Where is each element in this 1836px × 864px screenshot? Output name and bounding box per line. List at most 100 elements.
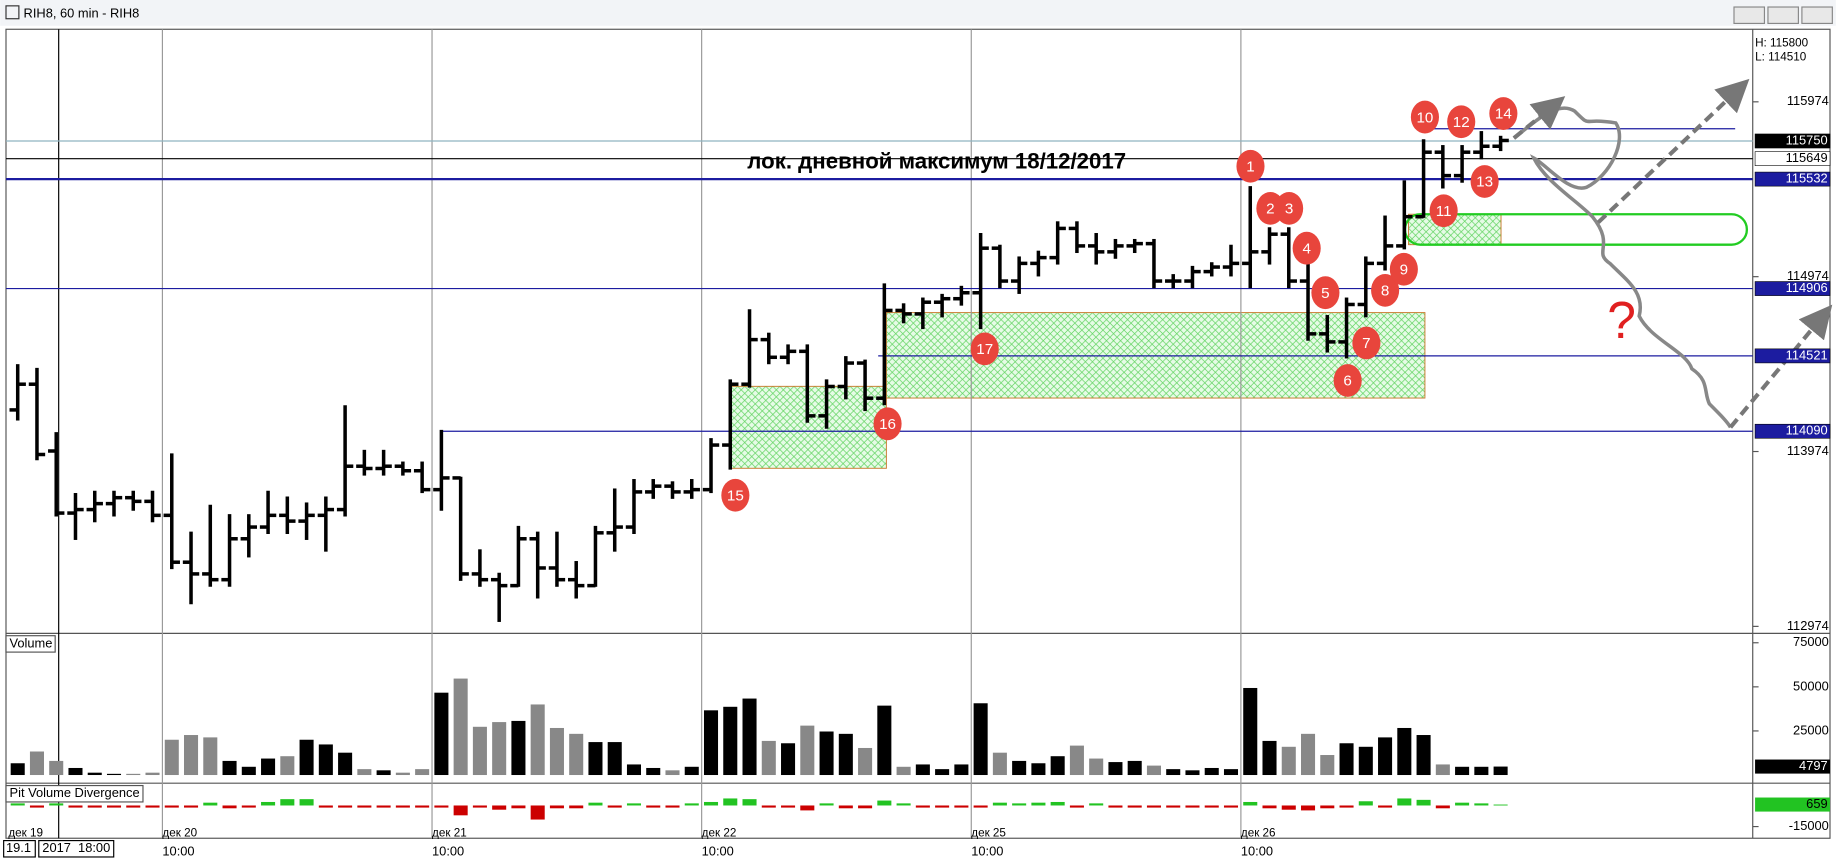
volume-bar	[1166, 769, 1181, 776]
divergence-bar	[1378, 805, 1393, 808]
divergence-bar	[106, 805, 122, 808]
price-layer	[6, 29, 1753, 839]
divergence-bar	[1166, 805, 1181, 808]
y-tick-label: 75000	[1793, 634, 1829, 649]
divergence-bar	[973, 805, 988, 808]
divergence-bar	[781, 805, 796, 808]
divergence-bar	[1127, 805, 1142, 808]
volume-bar	[1089, 758, 1104, 776]
marker-circle	[1371, 273, 1400, 307]
volume-bar	[877, 705, 892, 776]
volume-bar	[1108, 762, 1123, 776]
divergence-bar	[1243, 801, 1258, 806]
marker-label: 7	[1362, 335, 1370, 352]
divergence-bar	[684, 803, 699, 806]
marker-label: 15	[727, 487, 744, 504]
volume-bar	[68, 767, 83, 776]
divergence-bar	[607, 805, 622, 808]
volume-bar	[1474, 766, 1489, 776]
divergence-bar	[935, 805, 950, 808]
divergence-bar	[126, 805, 141, 808]
volume-bar	[472, 726, 487, 776]
last-value-label: 4797	[1799, 758, 1828, 773]
volume-bar	[126, 773, 141, 776]
level-label: 115532	[1786, 171, 1828, 186]
volume-bar	[1050, 756, 1065, 776]
divergence-bar	[203, 802, 218, 806]
volume-bar	[1455, 766, 1470, 776]
x-date-label: дек 25	[971, 827, 1006, 840]
divergence-bar	[222, 805, 237, 809]
close-button[interactable]	[1801, 6, 1833, 24]
divergence-bar	[1281, 805, 1296, 810]
volume-bar	[1339, 743, 1354, 776]
divergence-bar	[338, 805, 353, 808]
divergence-bar	[569, 805, 584, 809]
volume-bar	[106, 773, 122, 776]
divergence-bar	[838, 805, 853, 809]
volume-bar	[1223, 769, 1239, 776]
level-label-box	[1754, 151, 1831, 166]
marker-label: 9	[1400, 261, 1408, 278]
volume-bar	[184, 735, 199, 776]
divergence-bar	[858, 805, 873, 809]
divergence-bar	[68, 805, 83, 808]
volume-bar	[49, 760, 64, 776]
cursor-date: 19.1	[6, 840, 31, 855]
divergence-bar	[1069, 805, 1084, 808]
pane-label-box	[5, 784, 144, 803]
x-time-label: 10:00	[432, 844, 464, 859]
volume-bar	[395, 772, 410, 776]
volume-bar	[10, 763, 25, 776]
divergence-bar	[376, 805, 391, 808]
annotation-title: лок. дневной максимум 18/12/2017	[747, 149, 1126, 174]
volume-bar	[915, 764, 930, 776]
divergence-bar	[703, 801, 719, 806]
marker-circle	[1489, 97, 1518, 130]
volume-bar	[338, 752, 353, 776]
x-date-label: дек 22	[702, 827, 737, 840]
volume-bar	[318, 744, 333, 776]
x-time-label: 10:00	[971, 844, 1003, 859]
low-label: L: 114510	[1755, 50, 1807, 63]
volume-bar	[569, 733, 584, 776]
divergence-bar	[896, 803, 911, 806]
volume-bar	[1012, 760, 1027, 776]
divergence-bar	[472, 805, 487, 808]
volume-bar	[145, 772, 160, 776]
volume-bar	[1031, 763, 1046, 776]
divergence-bar	[549, 805, 564, 809]
y-tick-label: 113974	[1787, 443, 1829, 458]
arrow	[1728, 304, 1833, 429]
x-time-label: 10:00	[1241, 844, 1273, 859]
y-tick-label: 50000	[1793, 678, 1829, 693]
volume-bar	[299, 739, 314, 776]
divergence-bar	[588, 802, 603, 806]
marker-label: 6	[1343, 373, 1351, 390]
divergence-bar	[626, 803, 642, 806]
volume-bar	[1281, 746, 1296, 776]
volume-bar	[1320, 755, 1335, 776]
minimize-button[interactable]	[1733, 6, 1766, 24]
maximize-button[interactable]	[1767, 6, 1799, 24]
level-label: 114090	[1786, 423, 1828, 438]
divergence-bar	[1031, 802, 1046, 806]
marker-circle	[1292, 231, 1321, 265]
volume-bar	[376, 770, 391, 776]
divergence-bar	[357, 805, 372, 808]
marker-circle	[1470, 165, 1499, 198]
volume-bar	[280, 756, 295, 776]
volume-bar	[203, 737, 218, 776]
marker-circle	[1236, 149, 1265, 183]
marker-circle	[721, 478, 750, 512]
divergence-bar	[723, 798, 738, 806]
divergence-bar	[761, 805, 776, 808]
volume-bar	[1069, 745, 1084, 776]
volume-bar	[838, 733, 853, 776]
divergence-bar	[819, 803, 834, 806]
divergence-bar	[915, 805, 930, 808]
divergence-bar	[954, 805, 969, 808]
